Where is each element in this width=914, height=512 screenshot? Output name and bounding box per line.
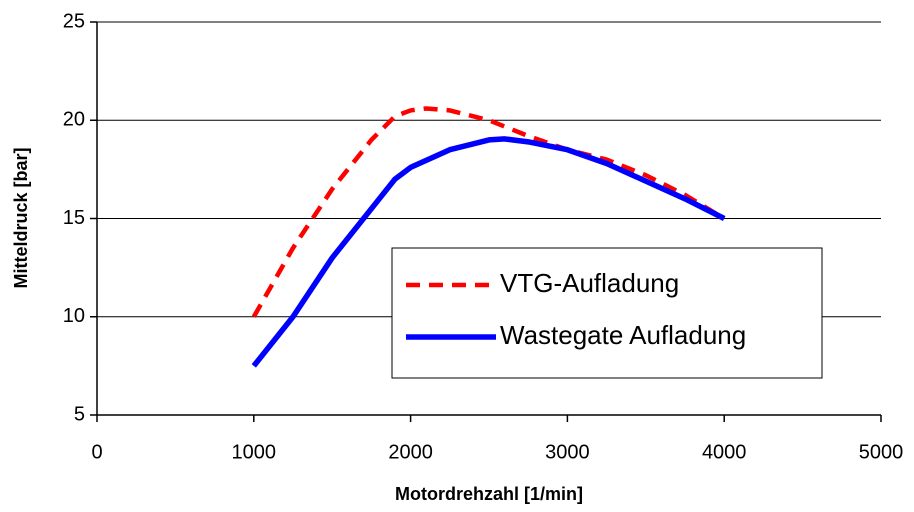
- legend-label: Wastegate Aufladung: [500, 320, 746, 350]
- x-tick-label: 3000: [545, 441, 590, 463]
- y-tick-label: 25: [63, 10, 85, 32]
- series-line: [251, 106, 726, 318]
- y-axis-title: Mitteldruck [bar]: [11, 147, 31, 288]
- x-tick-label: 4000: [702, 441, 747, 463]
- series-line: [251, 136, 726, 368]
- x-tick-label: 5000: [859, 441, 904, 463]
- x-tick-label: 2000: [388, 441, 433, 463]
- y-tick-label: 10: [63, 305, 85, 327]
- y-tick-label: 15: [63, 207, 85, 229]
- legend-box: [391, 247, 823, 379]
- y-tick-label: 5: [74, 403, 85, 425]
- x-tick-label: 0: [91, 441, 102, 463]
- y-tick-label: 20: [63, 109, 85, 131]
- x-tick-label: 1000: [232, 441, 277, 463]
- legend-label: VTG-Aufladung: [500, 268, 679, 298]
- x-axis-title: Motordrehzahl [1/min]: [395, 484, 583, 504]
